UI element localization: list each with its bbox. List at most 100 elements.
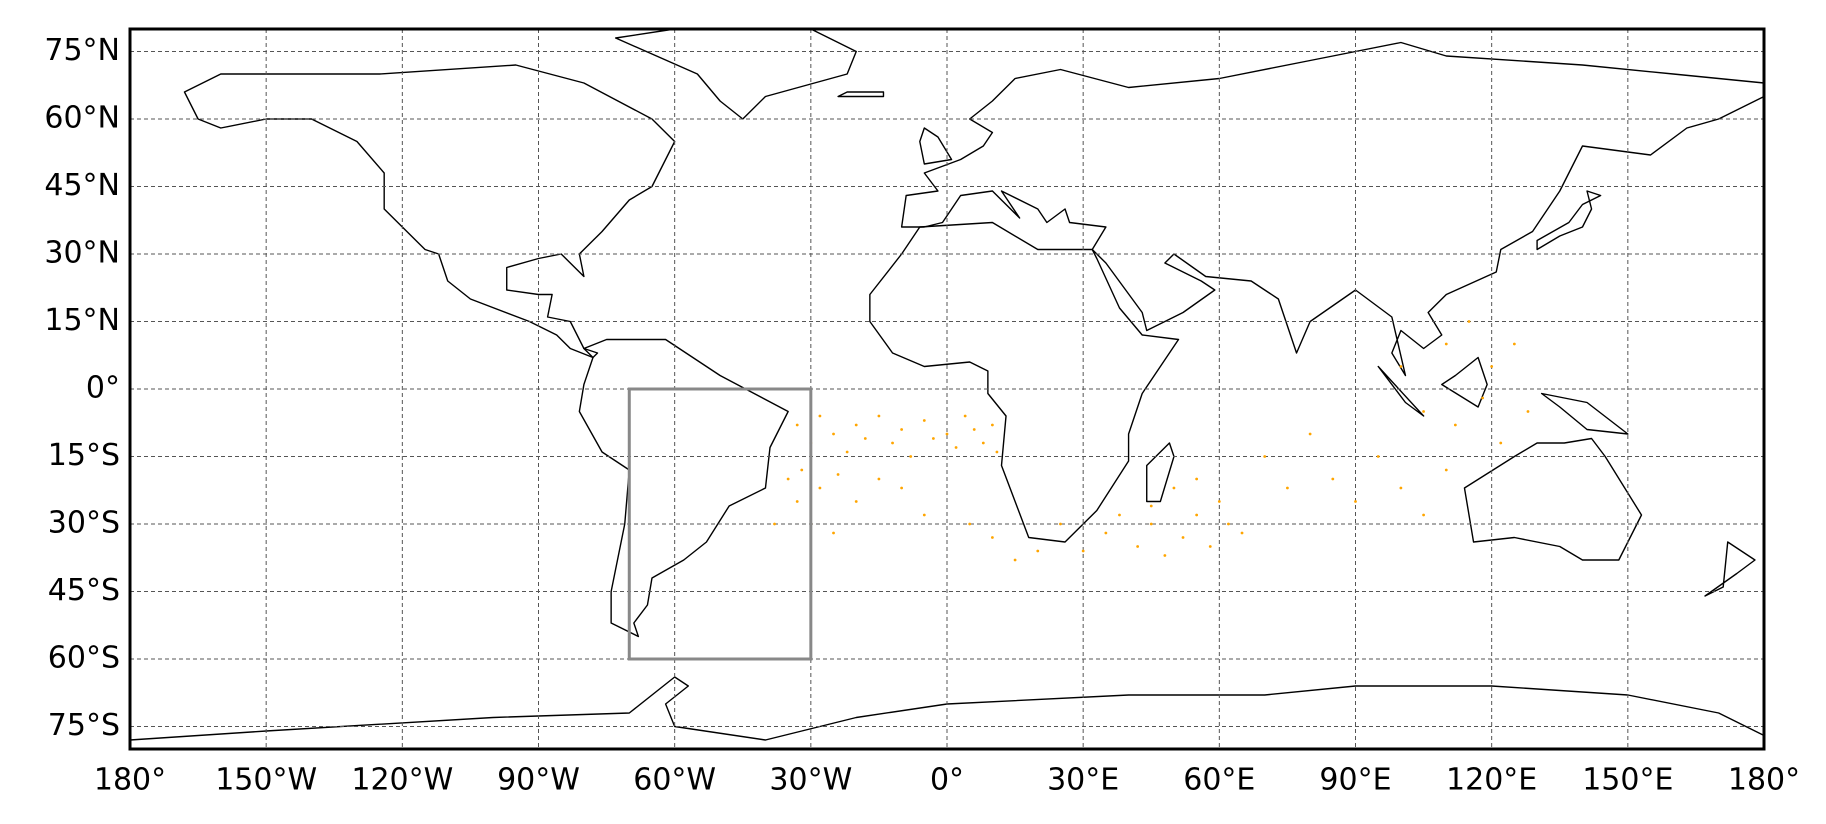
point: [1422, 410, 1425, 413]
point: [981, 441, 985, 445]
point: [1208, 545, 1212, 548]
x-tick-label: 150°W: [215, 763, 317, 798]
point: [1512, 342, 1516, 346]
point: [1453, 423, 1457, 427]
x-tick-label: 120°W: [351, 763, 453, 798]
coastline: [184, 65, 674, 358]
point: [1104, 531, 1108, 535]
point: [1136, 545, 1140, 548]
point: [1118, 513, 1121, 517]
coastline: [130, 677, 1764, 740]
frame: [128, 27, 1766, 751]
y-tick-label: 15°S: [48, 438, 120, 473]
point: [1163, 554, 1167, 557]
point: [786, 477, 790, 481]
point: [773, 522, 776, 526]
point: [1490, 365, 1494, 368]
coastline: [1464, 439, 1641, 561]
point: [877, 477, 881, 481]
x-tick-label: 0°: [930, 763, 964, 798]
x-tick-label: 90°W: [497, 763, 580, 798]
point: [1308, 432, 1312, 436]
point: [900, 428, 904, 431]
x-tick-label: 90°E: [1319, 763, 1391, 798]
coastline: [616, 29, 857, 119]
point: [1227, 522, 1230, 526]
point: [1422, 513, 1425, 517]
point: [877, 414, 881, 418]
point: [1467, 320, 1471, 323]
point: [1172, 486, 1176, 490]
point: [1481, 396, 1484, 400]
point: [1149, 504, 1153, 508]
x-tick-label: 30°E: [1047, 763, 1119, 798]
point: [954, 446, 958, 449]
point: [1444, 468, 1448, 472]
point: [968, 522, 972, 526]
point: [1195, 477, 1199, 481]
point: [795, 500, 799, 503]
point: [863, 437, 867, 440]
x-tick-label: 30°W: [769, 763, 852, 798]
point: [832, 531, 835, 535]
point: [1331, 477, 1335, 481]
coastline: [870, 223, 1179, 543]
y-tick-label: 0°: [86, 371, 120, 406]
point: [800, 468, 804, 472]
point: [854, 500, 858, 503]
point: [1526, 410, 1530, 413]
point: [945, 432, 949, 436]
point: [818, 486, 822, 490]
point: [845, 450, 849, 454]
point: [1195, 513, 1199, 517]
point: [1059, 522, 1062, 526]
point: [900, 486, 904, 490]
point: [1399, 365, 1403, 368]
point: [854, 423, 858, 427]
point: [832, 432, 835, 436]
point: [990, 423, 994, 427]
point: [1376, 455, 1380, 458]
point: [1499, 441, 1503, 445]
point: [990, 536, 994, 539]
y-tick-label: 15°N: [44, 303, 120, 338]
point: [1081, 549, 1085, 553]
coastline: [838, 92, 1755, 596]
x-tick-label: 60°W: [633, 763, 716, 798]
y-tick-label: 45°N: [44, 168, 120, 203]
point: [922, 513, 926, 517]
point: [1149, 522, 1153, 526]
coastline: [902, 43, 1764, 376]
y-tick-label: 30°N: [44, 236, 120, 271]
region-box: [627, 387, 813, 661]
point: [963, 414, 967, 418]
point: [1286, 486, 1289, 490]
point: [891, 441, 894, 445]
y-tick-label: 75°S: [48, 708, 120, 743]
point: [1217, 500, 1221, 503]
coastlines: [130, 29, 1764, 740]
point: [1263, 455, 1267, 458]
y-tick-label: 45°S: [48, 573, 120, 608]
point: [1036, 549, 1040, 553]
x-tick-label: 150°E: [1582, 763, 1673, 798]
point: [972, 428, 976, 431]
point: [1444, 342, 1448, 346]
y-tick-label: 60°N: [44, 101, 120, 136]
point: [1013, 558, 1017, 562]
point: [909, 455, 913, 458]
point: [818, 414, 822, 418]
point: [1399, 486, 1403, 490]
y-tick-label: 75°N: [44, 33, 120, 68]
point: [1181, 536, 1185, 539]
x-tick-label: 60°E: [1183, 763, 1255, 798]
y-tick-label: 30°S: [48, 506, 120, 541]
point: [795, 423, 799, 427]
point: [995, 450, 999, 454]
y-tick-label: 60°S: [48, 641, 120, 676]
x-tick-label: 180°: [94, 763, 166, 798]
point: [1240, 531, 1244, 535]
x-tick-label: 120°E: [1446, 763, 1537, 798]
point: [931, 437, 935, 440]
